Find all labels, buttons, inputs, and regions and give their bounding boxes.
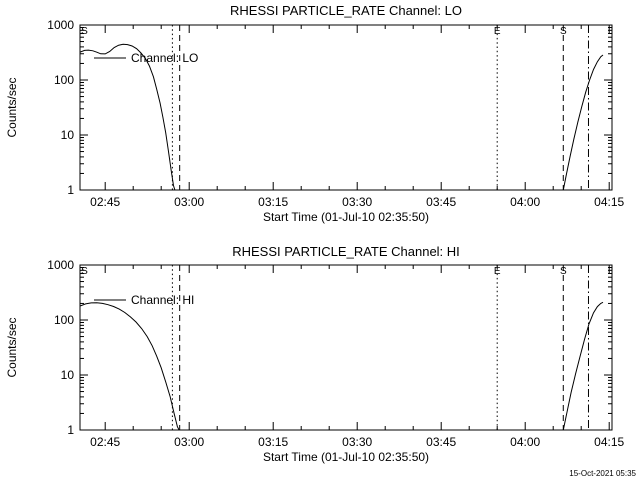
- x-tick-label: 03:15: [258, 195, 288, 209]
- legend-label: Channel: HI: [131, 293, 194, 307]
- orbit-flag-e: E: [494, 26, 501, 37]
- x-tick-label: 03:30: [342, 195, 372, 209]
- y-tick-label: 100: [54, 313, 74, 327]
- x-tick-label: 04:15: [594, 435, 624, 449]
- y-axis-label: Counts/sec: [5, 317, 19, 377]
- data-curve: [562, 54, 604, 190]
- x-tick-label: 02:45: [90, 435, 120, 449]
- x-tick-label: 03:15: [258, 435, 288, 449]
- y-tick-label: 1: [67, 423, 74, 437]
- y-tick-label: 1000: [47, 18, 74, 32]
- x-tick-label: 04:00: [510, 435, 540, 449]
- x-tick-label: 03:00: [174, 195, 204, 209]
- chart-particle-rate-hi: RHESSI PARTICLE_RATE Channel: HI Start Ti…: [5, 244, 625, 464]
- plot-frame: [79, 24, 613, 191]
- y-tick-label: 10: [61, 368, 75, 382]
- orbit-flag-s: S: [81, 26, 88, 37]
- x-axis-label: Start Time (01-Jul-10 02:35:50): [263, 210, 429, 224]
- y-tick-label: 100: [54, 73, 74, 87]
- chart-title: RHESSI PARTICLE_RATE Channel: LO: [230, 3, 462, 18]
- x-tick-label: 02:45: [90, 195, 120, 209]
- x-axis-label: Start Time (01-Jul-10 02:35:50): [263, 450, 429, 464]
- x-tick-label: 03:30: [342, 435, 372, 449]
- y-tick-label: 1: [67, 183, 74, 197]
- y-tick-label: 1000: [47, 258, 74, 272]
- chart-particle-rate-lo: RHESSI PARTICLE_RATE Channel: LO Start Ti…: [5, 3, 625, 224]
- x-tick-label: 03:45: [426, 195, 456, 209]
- legend-label: Channel: LO: [131, 51, 198, 65]
- creation-timestamp: 15-Oct-2021 05:35: [569, 469, 636, 478]
- x-tick-label: 04:15: [594, 195, 624, 209]
- chart-title: RHESSI PARTICLE_RATE Channel: HI: [232, 244, 460, 259]
- data-curve: [562, 301, 604, 430]
- orbit-flag-e: E: [494, 266, 501, 277]
- plot-frame: [79, 264, 613, 431]
- data-curve: [80, 302, 180, 430]
- orbit-flag-s: S: [81, 266, 88, 277]
- x-tick-label: 03:00: [174, 435, 204, 449]
- y-axis-label: Counts/sec: [5, 77, 19, 137]
- data-curve: [80, 43, 176, 190]
- x-tick-label: 03:45: [426, 435, 456, 449]
- x-tick-label: 04:00: [510, 195, 540, 209]
- orbit-flag-s: S: [560, 26, 567, 37]
- orbit-flag-s: S: [560, 266, 567, 277]
- y-tick-label: 10: [61, 128, 75, 142]
